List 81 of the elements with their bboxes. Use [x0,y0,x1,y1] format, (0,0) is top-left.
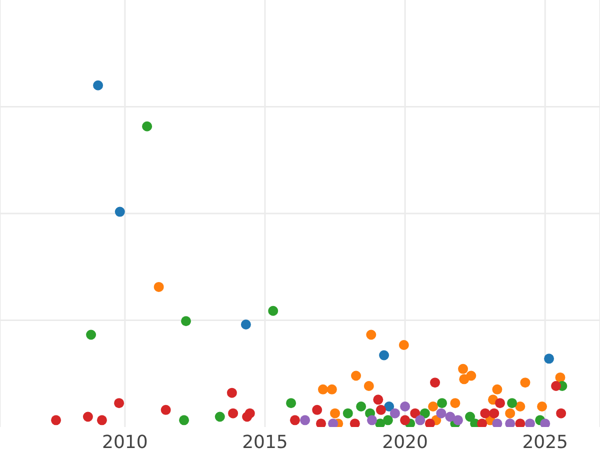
point [436,408,446,418]
point [537,402,548,412]
point [555,372,566,382]
point [226,388,237,398]
point [458,364,468,374]
point [495,398,505,408]
point [437,398,448,408]
point [160,404,171,415]
point [424,418,435,427]
point [465,412,476,422]
point [290,415,300,426]
point [328,418,338,427]
point [492,384,502,394]
point [154,282,164,292]
point [179,415,190,426]
point [364,381,374,392]
point [96,415,107,426]
point [318,384,328,394]
point [520,378,530,388]
point [452,415,463,426]
point [312,404,322,415]
point [286,398,296,408]
point [524,418,535,427]
point [375,418,386,427]
point [366,330,376,340]
point [515,418,526,427]
point [330,408,340,418]
point [51,415,62,426]
point [515,402,526,412]
point [93,80,104,90]
point [556,408,566,418]
point [400,402,410,412]
x-tick-label: 2020 [382,432,428,450]
point [489,408,500,418]
point [142,121,152,132]
point [373,394,384,405]
point [114,206,125,217]
point [326,384,337,394]
point [379,350,390,360]
point [82,412,93,422]
point [400,415,410,426]
point [410,408,420,418]
x-tick-label: 2015 [242,432,288,450]
point [505,418,516,427]
point [428,402,438,412]
point [366,415,377,426]
point [480,408,490,418]
point [384,402,394,412]
point [505,408,516,418]
point [415,415,426,426]
point [300,415,310,426]
point [420,408,430,418]
point [492,418,502,427]
point [180,316,191,326]
x-tick-label: 2010 [102,432,148,450]
point [544,354,554,364]
point [445,412,456,422]
point [466,370,476,381]
point [214,412,225,422]
point [551,381,562,392]
point [382,415,393,426]
point [86,330,96,340]
point [114,398,124,408]
point [351,370,362,381]
point [390,408,400,418]
point [240,320,251,330]
point [398,340,409,350]
point [350,418,360,427]
point [268,306,278,316]
point [507,398,518,408]
point [477,418,488,427]
point [450,398,460,408]
point [376,404,386,415]
x-tick-label: 2025 [522,432,568,450]
point [356,402,366,412]
point [430,378,440,388]
point [228,408,238,418]
point [242,412,252,422]
point [316,418,326,427]
point [342,408,353,418]
point [540,418,550,427]
